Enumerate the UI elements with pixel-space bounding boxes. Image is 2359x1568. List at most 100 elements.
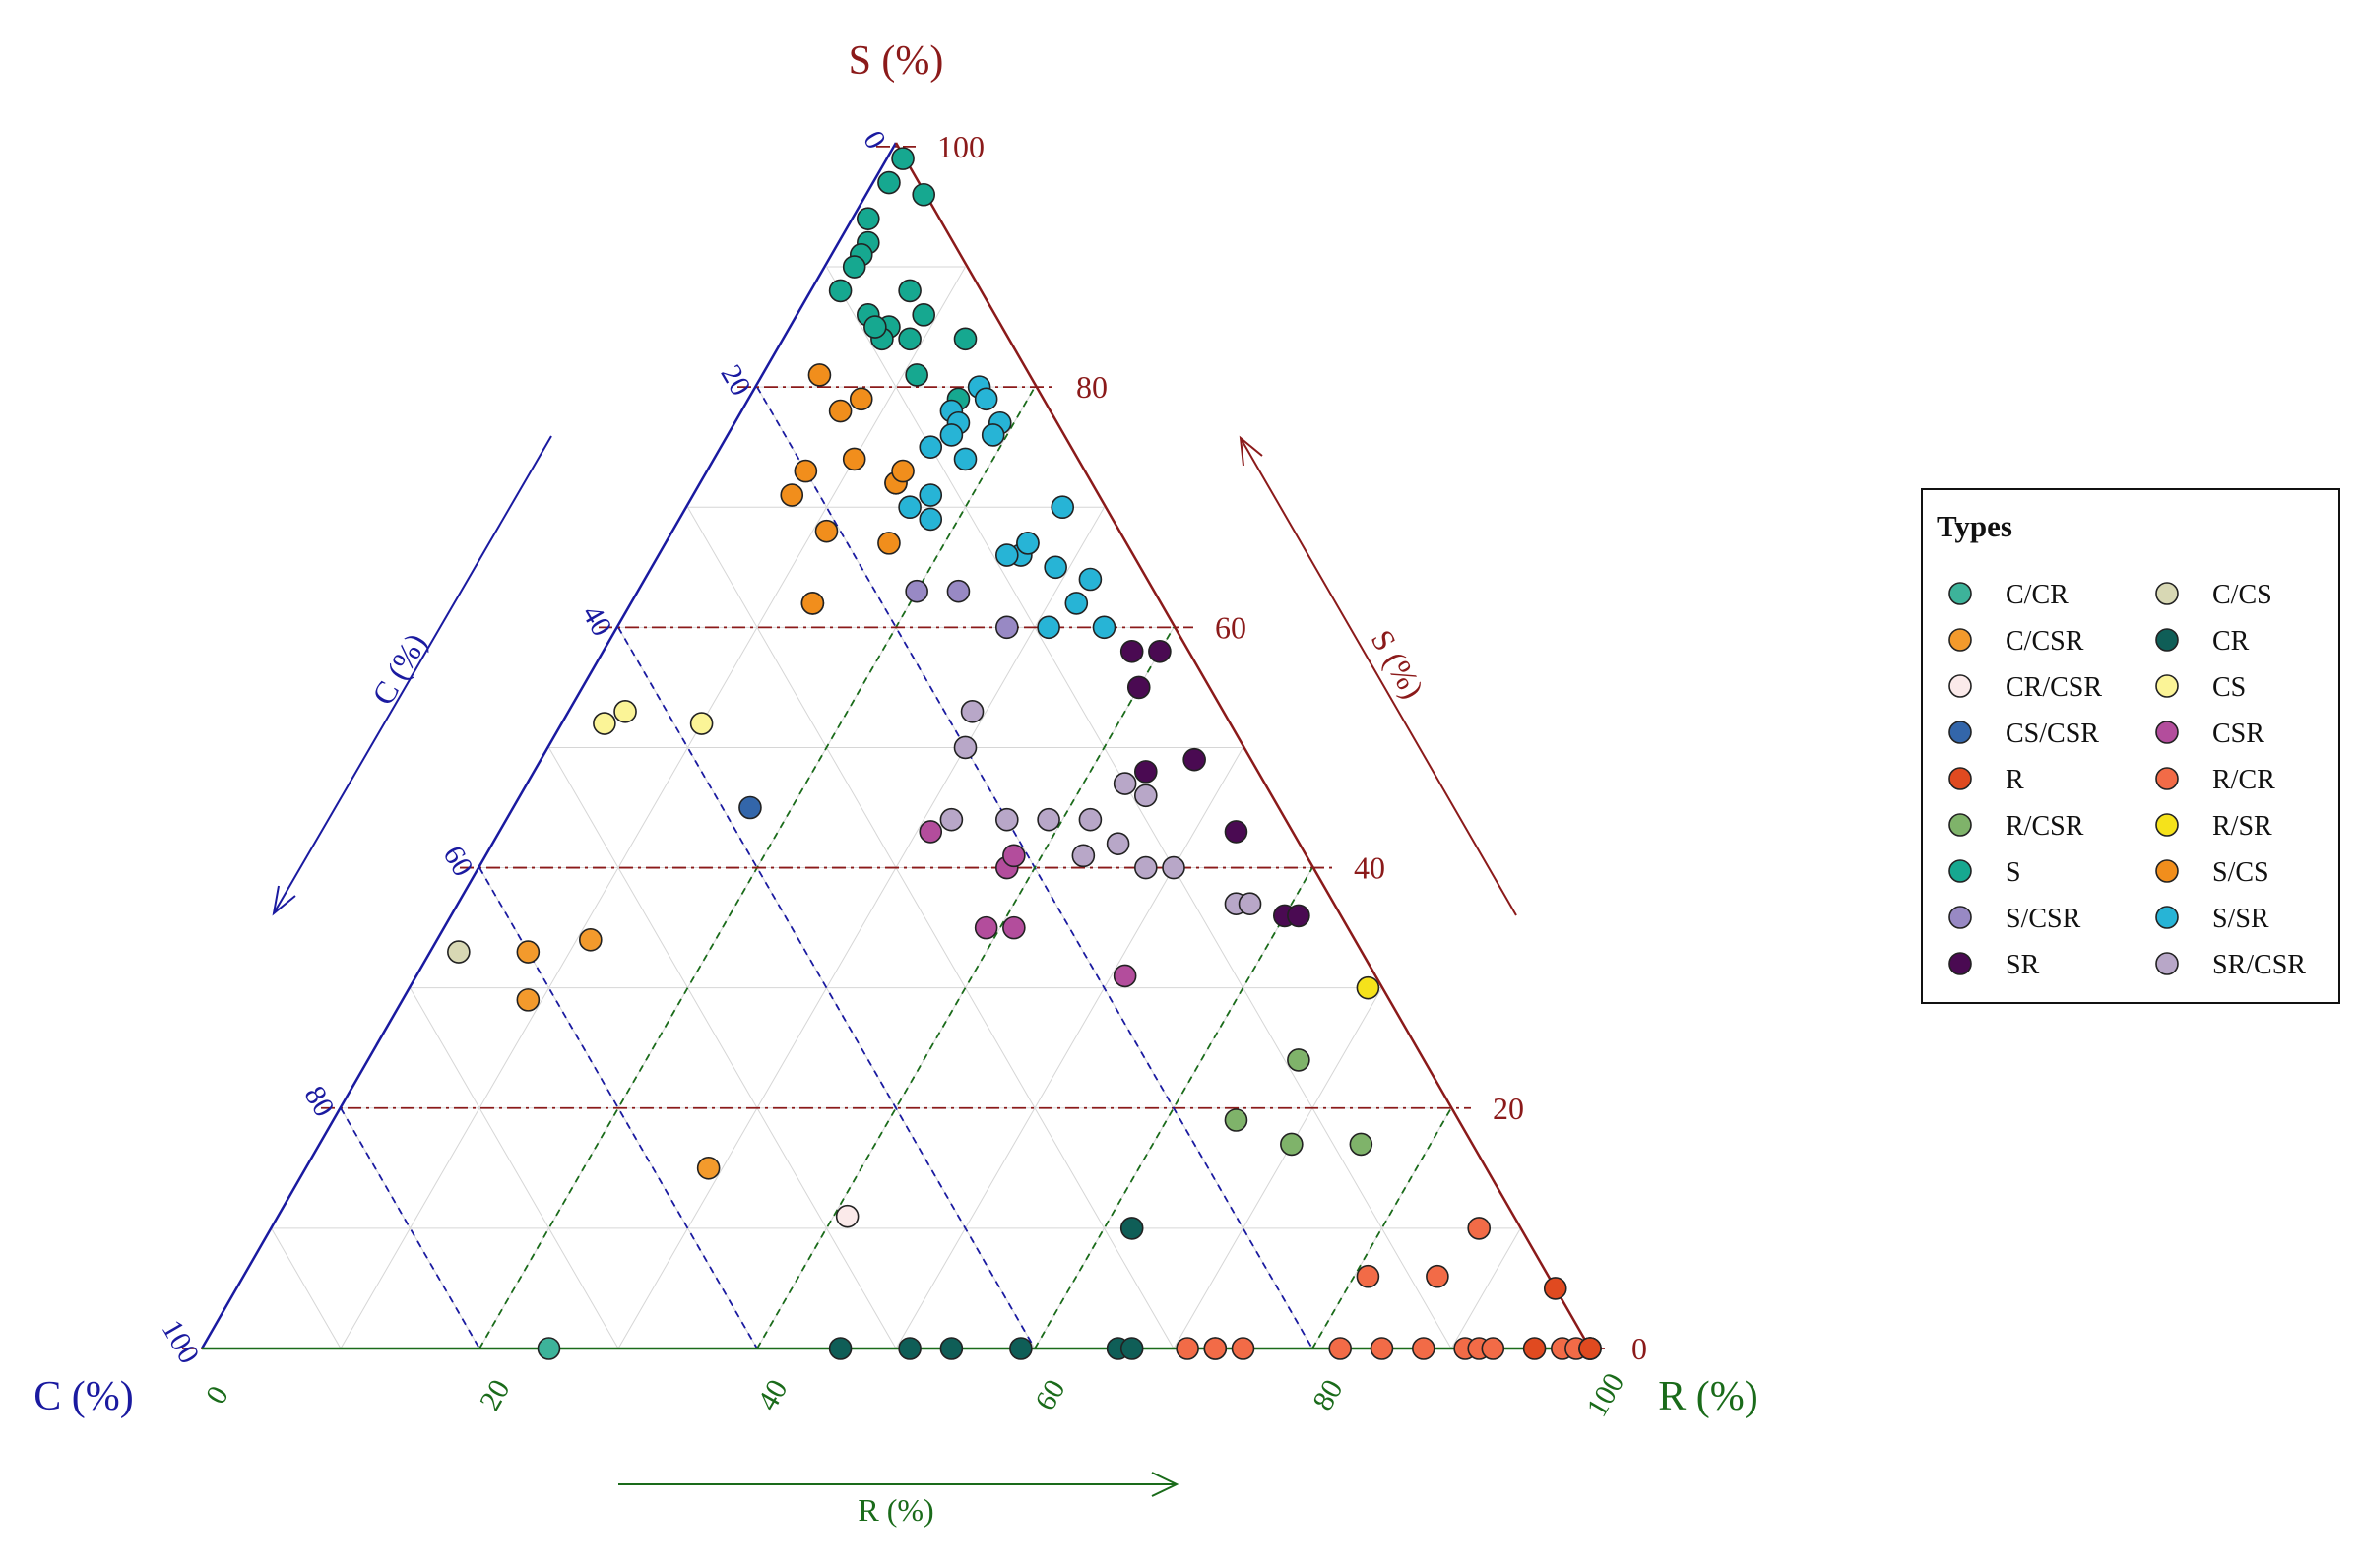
- data-point: [780, 483, 804, 507]
- data-point: [800, 592, 825, 615]
- data-point: [1176, 1337, 1199, 1360]
- data-point: [1002, 915, 1026, 940]
- data-point: [946, 579, 971, 603]
- data-point: [1224, 1108, 1248, 1132]
- s-tick-label: 80: [1076, 369, 1108, 405]
- grid-line: [895, 747, 1243, 1349]
- data-point: [919, 507, 943, 532]
- grid-line: [617, 506, 1105, 1349]
- data-point: [1481, 1337, 1505, 1360]
- data-point: [1037, 615, 1060, 640]
- data-point: [939, 423, 964, 447]
- c-direction-arrow: C (%): [272, 435, 552, 916]
- legend-label: C/CS: [2212, 580, 2272, 610]
- grid-line: [410, 987, 619, 1349]
- s-direction-arrow: S (%): [1239, 435, 1517, 916]
- data-point: [994, 543, 1019, 567]
- data-point: [1280, 1132, 1304, 1157]
- data-point: [1002, 844, 1026, 868]
- legend-label: C/CSR: [2006, 626, 2084, 657]
- data-point: [1287, 904, 1310, 928]
- legend-marker: [2155, 952, 2179, 975]
- data-point: [835, 1204, 860, 1228]
- s-tick-label: 100: [937, 129, 985, 164]
- data-point: [447, 940, 471, 964]
- data-point: [593, 712, 616, 735]
- c-ref-line: [617, 626, 1036, 1349]
- data-point: [919, 820, 943, 844]
- data-point: [905, 363, 928, 387]
- data-point: [1162, 855, 1185, 880]
- data-point: [828, 1337, 853, 1360]
- legend-marker: [1948, 952, 1972, 975]
- data-point: [1134, 760, 1158, 784]
- r-ref-line: [1034, 867, 1313, 1349]
- legend-label: R/CR: [2212, 765, 2275, 795]
- legend-marker: [1948, 721, 1972, 744]
- legend-label: S/CSR: [2006, 904, 2081, 934]
- legend-label: R/SR: [2212, 811, 2272, 842]
- data-point: [1467, 1217, 1491, 1240]
- legend-marker: [1948, 628, 1972, 652]
- data-point: [960, 700, 985, 723]
- legend-label: S/CS: [2212, 857, 2269, 888]
- data-point: [891, 459, 915, 483]
- data-point: [794, 459, 818, 483]
- data-point: [1044, 555, 1067, 580]
- data-point: [1203, 1337, 1228, 1360]
- legend-title: Types: [1937, 509, 2012, 543]
- s-tick-label: 60: [1215, 609, 1246, 645]
- r-ref-line: [756, 626, 1175, 1349]
- r-tick-label: 100: [1580, 1368, 1630, 1422]
- data-point: [1426, 1264, 1449, 1288]
- data-point: [696, 1157, 721, 1180]
- legend-label: CS/CSR: [2006, 719, 2099, 749]
- r-direction-arrow: R (%): [618, 1472, 1180, 1528]
- s-tick-label: 20: [1493, 1091, 1524, 1126]
- data-point: [1349, 1132, 1373, 1157]
- data-point: [905, 579, 928, 603]
- data-point: [974, 915, 998, 940]
- legend-box: [1921, 488, 2340, 1004]
- data-point: [1092, 615, 1116, 640]
- data-point: [578, 928, 603, 952]
- legend-label: CS: [2212, 672, 2246, 703]
- legend-label: CR: [2212, 626, 2250, 657]
- data-point: [898, 495, 922, 520]
- s-arrow-label: S (%): [1364, 624, 1431, 705]
- data-point: [738, 795, 762, 820]
- legend-marker: [2155, 721, 2179, 744]
- data-point: [953, 735, 978, 760]
- data-point: [1113, 772, 1137, 795]
- grid-line: [1450, 1227, 1521, 1349]
- data-point: [1231, 1337, 1255, 1360]
- r-axis-title: R (%): [1658, 1374, 1757, 1419]
- data-point: [1119, 1217, 1144, 1240]
- axis-labels: S (%) C (%) R (%) C (%) S (%) R (%): [33, 38, 1757, 1528]
- data-point: [1238, 892, 1262, 915]
- data-point: [863, 315, 887, 339]
- legend-marker: [2155, 813, 2179, 837]
- data-point: [1106, 832, 1130, 855]
- legend-marker: [2155, 674, 2179, 698]
- legend-marker: [1948, 813, 1972, 837]
- grid-line: [548, 747, 897, 1349]
- c-arrow-label: C (%): [365, 627, 434, 711]
- data-point: [1370, 1337, 1394, 1360]
- data-point: [981, 423, 1005, 447]
- data-point: [912, 303, 936, 327]
- data-point: [842, 255, 866, 279]
- data-point: [849, 387, 873, 411]
- data-point: [856, 207, 880, 230]
- legend-marker: [1948, 767, 1972, 790]
- legend-label: SR/CSR: [2212, 950, 2306, 980]
- data-point: [1578, 1337, 1602, 1360]
- data-point: [1009, 1337, 1033, 1360]
- data-point: [953, 327, 978, 351]
- grid-line: [687, 506, 1175, 1349]
- legend-label: CR/CSR: [2006, 672, 2102, 703]
- data-point: [877, 532, 901, 555]
- data-point: [1119, 1337, 1144, 1360]
